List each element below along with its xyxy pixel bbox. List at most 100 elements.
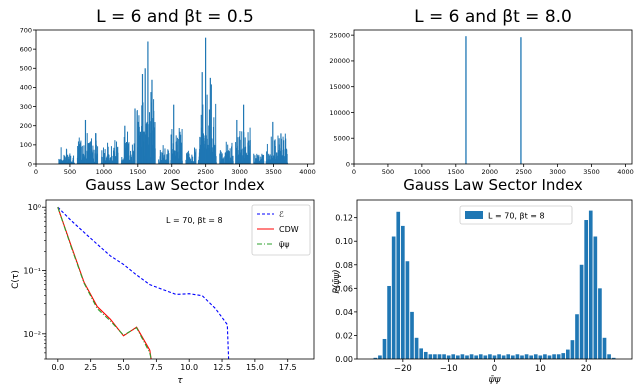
histogram-bar	[190, 160, 192, 164]
histogram-bar	[206, 94, 208, 164]
histogram-bar	[194, 161, 196, 164]
legend-label: ψ̄ψ	[279, 240, 290, 249]
histogram-bar	[170, 134, 172, 164]
histogram-bar	[239, 139, 241, 164]
histogram-bar	[177, 152, 179, 164]
histogram-bar	[115, 156, 117, 164]
histogram-bar	[141, 105, 143, 164]
histogram-bar	[228, 151, 230, 164]
histogram-bar	[283, 149, 285, 164]
histogram-bar	[266, 151, 268, 164]
panel-a-xlabel: Gauss Law Sector Index	[85, 176, 265, 194]
y-tick-label: 0.04	[335, 308, 353, 317]
histogram-bar	[257, 156, 259, 164]
x-tick-label: 3000	[549, 168, 566, 176]
panel-c-ylabel: C(τ)	[11, 270, 21, 289]
histogram-bar	[93, 162, 95, 164]
y-tick-label: 5000	[333, 135, 350, 143]
y-tick-label: 600	[20, 45, 32, 53]
histogram-bar	[158, 162, 160, 164]
histogram-bar	[225, 141, 227, 164]
panel-b-xlabel: Gauss Law Sector Index	[403, 176, 583, 194]
histogram-bar	[246, 155, 248, 164]
histogram-bar	[241, 155, 243, 164]
panel-c-annotation: L = 70, βt = 8	[166, 216, 223, 225]
panel-d-xlabel: ψ̄ψ	[489, 375, 502, 385]
histogram-bar	[232, 155, 234, 164]
series-line-1	[57, 207, 152, 360]
panel-d-ylabel: P(ψ̄ψ)	[332, 269, 342, 293]
histogram-bar	[219, 153, 221, 164]
y-tick-label: 0.08	[335, 261, 353, 270]
histogram-bar	[497, 354, 501, 359]
histogram-bar	[154, 122, 156, 164]
histogram-bar	[188, 153, 190, 164]
histogram-bar	[121, 157, 123, 164]
histogram-bar	[253, 162, 255, 164]
histogram-bar	[88, 143, 90, 164]
histogram-bar	[209, 77, 211, 164]
histogram-bar	[83, 145, 85, 164]
histogram-bar	[97, 146, 99, 164]
panel-a-title: L = 6 and βt = 0.5	[96, 7, 254, 27]
histogram-bar	[146, 136, 148, 164]
histogram-bar	[263, 154, 265, 164]
histogram-bar	[181, 129, 183, 164]
panel-a-histogram: 0 500 1000 1500 2000 2500 3000 3500 4000 0 100 200 3…	[20, 7, 316, 194]
histogram-bar	[520, 37, 522, 164]
axes-frame	[35, 29, 315, 165]
histogram-bar	[128, 155, 130, 164]
histogram-bar	[113, 147, 115, 164]
histogram-bar	[194, 152, 196, 164]
x-tick-label: 0	[352, 168, 356, 176]
histogram-bar	[433, 354, 437, 359]
histogram-bar	[122, 159, 124, 164]
x-tick-label: 1000	[96, 168, 113, 176]
y-tick-label: 0	[28, 160, 32, 168]
histogram-bar	[219, 150, 221, 164]
histogram-bar	[243, 147, 245, 164]
x-tick-label: 5.0	[117, 363, 130, 372]
axes-frame	[45, 199, 315, 360]
histogram-bar	[150, 92, 152, 164]
axes-frame	[353, 29, 633, 165]
histogram-bar	[176, 137, 178, 164]
histogram-bar	[414, 337, 419, 359]
x-tick-label: 1500	[130, 168, 147, 176]
histogram-bar	[223, 157, 225, 164]
histogram-bar	[165, 160, 167, 164]
y-tick-label: 10⁻¹	[23, 267, 41, 276]
histogram-bar	[492, 355, 497, 359]
histogram-bar	[248, 152, 250, 164]
histogram-bar	[451, 354, 456, 359]
x-tick-label: 0	[34, 168, 38, 176]
histogram-bar	[114, 140, 116, 164]
histogram-bar	[382, 338, 387, 359]
histogram-bar	[65, 160, 67, 164]
histogram-bar	[511, 355, 515, 359]
x-tick-label: 10	[535, 364, 546, 374]
histogram-bar	[202, 104, 204, 164]
series-line-0	[57, 206, 230, 360]
histogram-bar	[167, 149, 169, 164]
histogram-bar	[285, 156, 287, 164]
histogram-bar	[270, 136, 272, 164]
histogram-bar	[579, 264, 584, 359]
histogram-bar	[192, 156, 194, 164]
histogram-bar	[71, 162, 73, 164]
histogram-bar	[506, 354, 511, 359]
histogram-bar	[263, 160, 265, 164]
histogram-bar	[163, 155, 165, 164]
histogram-bar	[262, 155, 264, 164]
y-tick-label: 0.02	[335, 331, 353, 340]
histogram-bar	[124, 125, 126, 164]
series-line-2	[57, 207, 152, 360]
x-tick-label: 2500	[515, 168, 532, 176]
histogram-bar	[241, 131, 243, 164]
x-tick-label: 0.0	[51, 363, 64, 372]
y-tick-label: 100	[20, 141, 32, 149]
histogram-bar	[281, 155, 283, 164]
histogram-bar	[160, 152, 162, 164]
histogram-bar	[116, 141, 118, 164]
histogram-bar	[253, 153, 255, 164]
